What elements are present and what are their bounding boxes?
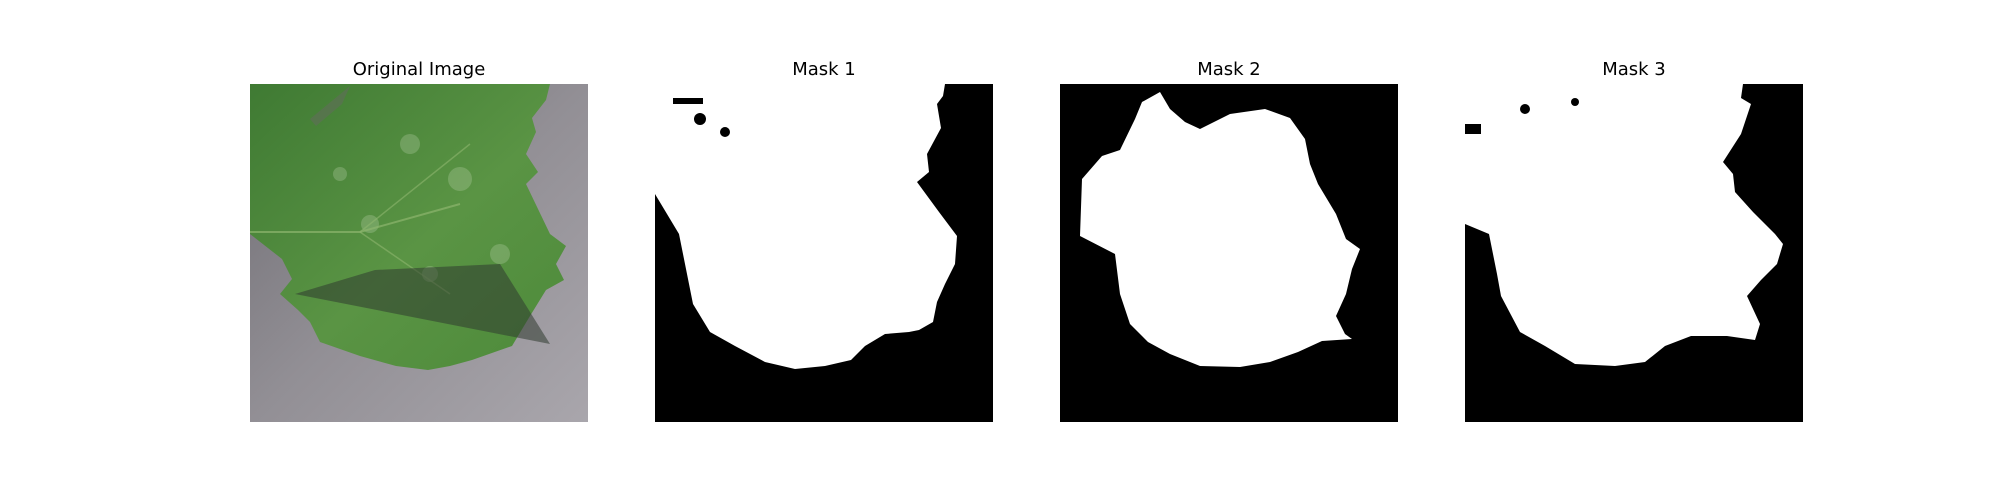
mask-region [1465, 84, 1783, 366]
panel-original-image: Original Image [250, 58, 588, 422]
mask-holes [673, 98, 730, 137]
mask-image [655, 84, 993, 422]
panel-title: Mask 2 [1197, 59, 1261, 80]
leaf-photo [250, 84, 588, 422]
panel-mask-1: Mask 1 [655, 58, 993, 422]
mask-region [1080, 92, 1360, 367]
mask-region [655, 84, 957, 369]
mask-image [1465, 84, 1803, 422]
panel-title: Mask 3 [1602, 59, 1666, 80]
mask-image [1060, 84, 1398, 422]
shadow-triangle [295, 264, 550, 344]
panel-mask-3: Mask 3 [1465, 58, 1803, 422]
dark-streak [310, 86, 350, 126]
panel-mask-2: Mask 2 [1060, 58, 1398, 422]
mask-holes [1465, 98, 1579, 134]
panel-title: Mask 1 [792, 59, 856, 80]
panel-title: Original Image [352, 59, 486, 80]
